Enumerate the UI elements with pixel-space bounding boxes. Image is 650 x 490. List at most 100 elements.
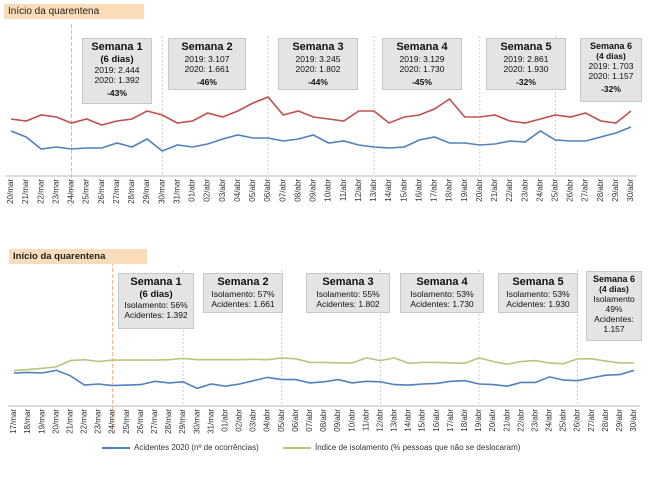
- x-tick-label: 30/abr: [626, 179, 635, 202]
- x-tick-label: 12/abr: [354, 179, 363, 202]
- week-2019: 2019: 1.703: [588, 61, 634, 71]
- legend-acc-label: Acidentes 2020 (nº de ocorrências): [134, 443, 259, 452]
- x-tick-label: 23/abr: [530, 409, 539, 432]
- week-iso-value: 49%: [605, 304, 623, 314]
- x-tick-label: 25/mar: [122, 409, 131, 434]
- x-tick-label: 27/abr: [581, 179, 590, 202]
- week-5-box-top: Semana 5 2019: 2.861 2020: 1.930 -32%: [486, 38, 566, 90]
- week-sub: (4 dias): [599, 284, 629, 294]
- week-title: Semana 3: [322, 276, 374, 288]
- week-2019: 2019: 2.861: [503, 54, 549, 64]
- x-tick-label: 01/abr: [188, 179, 197, 202]
- x-tick-label: 13/abr: [390, 409, 399, 432]
- x-tick-label: 20/mar: [51, 409, 60, 434]
- week-acc: Acidentes: 1.392: [124, 310, 188, 320]
- x-tick-label: 06/abr: [291, 409, 300, 432]
- week-2019: 2019: 3.129: [399, 54, 445, 64]
- x-tick-label: 27/mar: [150, 409, 159, 434]
- x-tick-label: 11/abr: [361, 409, 370, 431]
- week-5-box-bottom: Semana 5 Isolamento: 53% Acidentes: 1.93…: [498, 273, 578, 313]
- x-tick-label: 13/abr: [369, 179, 378, 202]
- x-tick-label: 12/abr: [375, 409, 384, 432]
- x-tick-label: 28/mar: [164, 409, 173, 434]
- x-tick-label: 17/abr: [446, 409, 455, 432]
- x-tick-label: 24/abr: [545, 409, 554, 432]
- x-tick-label: 29/mar: [142, 179, 151, 204]
- week-sub: (6 dias): [139, 289, 173, 300]
- x-tick-label: 29/abr: [611, 179, 620, 202]
- x-tick-label: 21/mar: [65, 409, 74, 434]
- week-title: Semana 4: [416, 276, 468, 288]
- x-tick-label: 25/mar: [82, 179, 91, 204]
- week-iso: Isolamento: 55%: [316, 289, 380, 299]
- x-tick-label: 08/abr: [293, 179, 302, 202]
- x-tick-label: 27/abr: [587, 409, 596, 432]
- week-acc: Acidentes: 1.930: [506, 299, 570, 309]
- x-tick-label: 23/abr: [520, 179, 529, 202]
- week-2019: 2019: 3.107: [184, 54, 230, 64]
- week-title: Semana 6: [589, 41, 633, 51]
- series-line-2: [10, 126, 632, 152]
- x-tick-label: 15/abr: [418, 409, 427, 432]
- x-tick-label: 24/abr: [535, 179, 544, 202]
- x-tick-label: 14/abr: [384, 179, 393, 202]
- week-title: Semana 1: [130, 276, 182, 288]
- week-pct: -32%: [601, 84, 621, 94]
- x-tick-label: 30/abr: [629, 409, 638, 432]
- x-tick-label: 31/mar: [172, 179, 181, 204]
- week-acc-value: 1.157: [603, 324, 625, 334]
- x-tick-label: 04/abr: [233, 179, 242, 202]
- series-line-1: [13, 369, 635, 390]
- week-title: Semana 5: [500, 41, 552, 53]
- week-1-box-top: Semana 1 (6 dias) 2019: 2.444 2020: 1.39…: [82, 38, 152, 104]
- x-tick-label: 26/mar: [97, 179, 106, 204]
- week-2020: 2020: 1.930: [503, 64, 549, 74]
- x-tick-label: 23/mar: [51, 179, 60, 204]
- x-tick-label: 28/abr: [596, 179, 605, 202]
- x-tick-label: 27/mar: [112, 179, 121, 204]
- week-iso: Isolamento: 57%: [211, 289, 275, 299]
- x-tick-label: 03/abr: [218, 179, 227, 202]
- week-title: Semana 2: [217, 276, 269, 288]
- x-tick-label: 21/abr: [490, 179, 499, 202]
- x-tick-label: 16/abr: [432, 409, 441, 432]
- week-iso: Isolamento: 56%: [124, 300, 188, 310]
- week-2020: 2020: 1.802: [295, 64, 341, 74]
- week-2020: 2020: 1.661: [184, 64, 230, 74]
- legend-iso-swatch: [283, 447, 311, 449]
- week-title: Semana 5: [512, 276, 564, 288]
- x-tick-label: 22/mar: [80, 409, 89, 434]
- x-tick-label: 22/abr: [516, 409, 525, 432]
- x-tick-label: 23/mar: [94, 409, 103, 434]
- x-tick-label: 22/mar: [36, 179, 45, 204]
- x-tick-label: 22/abr: [505, 179, 514, 202]
- x-tick-label: 01/abr: [220, 409, 229, 432]
- week-title: Semana 6: [592, 274, 636, 284]
- x-tick-label: 09/abr: [333, 409, 342, 432]
- week-2020: 2020: 1.392: [94, 75, 140, 85]
- x-tick-label: 28/abr: [601, 409, 610, 432]
- x-tick-label: 26/abr: [566, 179, 575, 202]
- x-tick-label: 21/mar: [21, 179, 30, 204]
- x-tick-label: 07/abr: [305, 409, 314, 432]
- week-6-box-bottom: Semana 6 (4 dias) Isolamento 49% Acident…: [586, 271, 642, 341]
- x-tick-label: 29/mar: [178, 409, 187, 434]
- x-tick-label: 26/mar: [136, 409, 145, 434]
- week-2019: 2019: 2.444: [94, 65, 140, 75]
- week-pct: -45%: [412, 77, 432, 87]
- x-tick-label: 07/abr: [278, 179, 287, 202]
- week-sub: (6 dias): [100, 54, 134, 65]
- x-tick-label: 25/abr: [559, 409, 568, 432]
- x-tick-label: 02/abr: [203, 179, 212, 202]
- week-title: Semana 4: [396, 41, 448, 53]
- week-acc: Acidentes: 1.661: [211, 299, 275, 309]
- x-tick-label: 29/abr: [615, 409, 624, 432]
- series-line-2: [13, 357, 634, 372]
- x-tick-label: 10/abr: [324, 179, 333, 202]
- x-tick-label: 16/abr: [414, 179, 423, 202]
- x-tick-label: 08/abr: [319, 409, 328, 432]
- week-title: Semana 1: [91, 41, 143, 53]
- week-acc: Acidentes: 1.802: [316, 299, 380, 309]
- week-3-box-top: Semana 3 2019: 3.245 2020: 1.802 -44%: [278, 38, 358, 90]
